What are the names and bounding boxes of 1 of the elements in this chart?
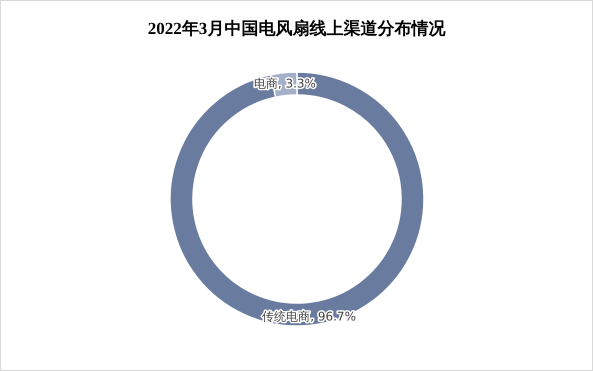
chart-title: 2022年3月中国电风扇线上渠道分布情况 [148, 19, 446, 38]
